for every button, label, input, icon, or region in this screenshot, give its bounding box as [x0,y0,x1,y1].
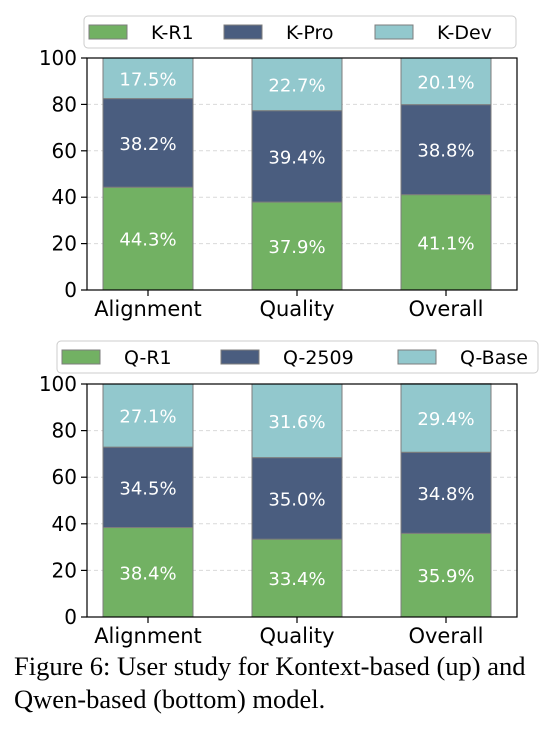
data-label: 17.5% [119,69,176,90]
bar-segment [400,194,492,291]
bar-segment [102,98,194,188]
x-tick-label: Alignment [94,297,202,321]
legend-label: Q-R1 [124,347,172,369]
bar-segment [251,57,343,112]
legend-label: Q-Base [460,347,528,369]
legend-swatch [374,24,414,40]
y-tick-label: 40 [52,185,77,209]
legend-label: K-Pro [286,22,333,44]
data-label: 38.4% [119,563,176,584]
legend-box [56,340,539,374]
bar-segment [400,57,492,106]
x-tick-label: Alignment [94,624,202,648]
legend-label: K-Dev [437,22,492,44]
bar-segment [102,57,194,100]
legend-label: K-R1 [151,22,194,44]
y-tick-label: 60 [52,139,77,163]
data-label: 27.1% [119,407,176,428]
bar-segment [251,110,343,203]
data-label: 33.4% [268,569,325,590]
legend-swatch [223,24,263,40]
data-label: 35.9% [417,566,474,587]
y-tick-label: 80 [52,92,77,116]
plot-frame [86,57,518,291]
chart-2: 0 20 40 60 80 100 38.4% 34.5% 27.1% Alignment 33.4… [39,340,539,648]
legend-swatch [88,24,128,40]
data-label: 20.1% [417,72,474,93]
data-label: 31.6% [268,412,325,433]
bar-segment [251,383,343,459]
legend-swatch [220,349,260,365]
legend-swatch [61,349,101,365]
y-tick-label: 100 [39,46,77,70]
data-label: 41.1% [417,233,474,254]
y-tick-label: 20 [52,232,77,256]
bar-segment [102,527,194,618]
y-tick-label: 0 [64,278,77,302]
legend-box [83,15,517,49]
legend-swatch [397,349,437,365]
bar-segment [102,446,194,529]
data-label: 38.8% [417,141,474,162]
bar-segment [102,383,194,448]
data-label: 39.4% [268,147,325,168]
data-label: 44.3% [119,230,176,251]
bar-segment [400,532,492,618]
x-tick-label: Overall [408,624,483,648]
y-tick-label: 20 [52,558,77,582]
legend-label: Q-2509 [283,347,354,369]
data-label: 34.8% [417,484,474,505]
data-label: 38.2% [119,134,176,155]
data-label: 29.4% [417,409,474,430]
x-tick-label: Overall [408,297,483,321]
y-tick-label: 40 [52,512,77,536]
data-label: 22.7% [268,75,325,96]
plot-frame [86,383,518,618]
bar-segment [251,538,343,618]
x-tick-label: Quality [259,297,334,321]
data-label: 35.0% [268,489,325,510]
data-label: 37.9% [268,237,325,258]
y-tick-label: 100 [39,372,77,396]
bar-segment [251,201,343,291]
bar-segment [251,457,343,540]
chart-1: 0 20 40 60 80 100 44.3% 38.2% 17.5% Alignment 37.9… [39,15,518,321]
x-tick-label: Quality [259,624,334,648]
y-tick-label: 80 [52,419,77,443]
bar-segment [400,383,492,453]
bar-segment [400,451,492,534]
y-tick-label: 60 [52,465,77,489]
figure-caption: Figure 6: User study for Kontext-based (… [14,651,526,714]
y-tick-label: 0 [64,605,77,629]
data-label: 34.5% [119,478,176,499]
